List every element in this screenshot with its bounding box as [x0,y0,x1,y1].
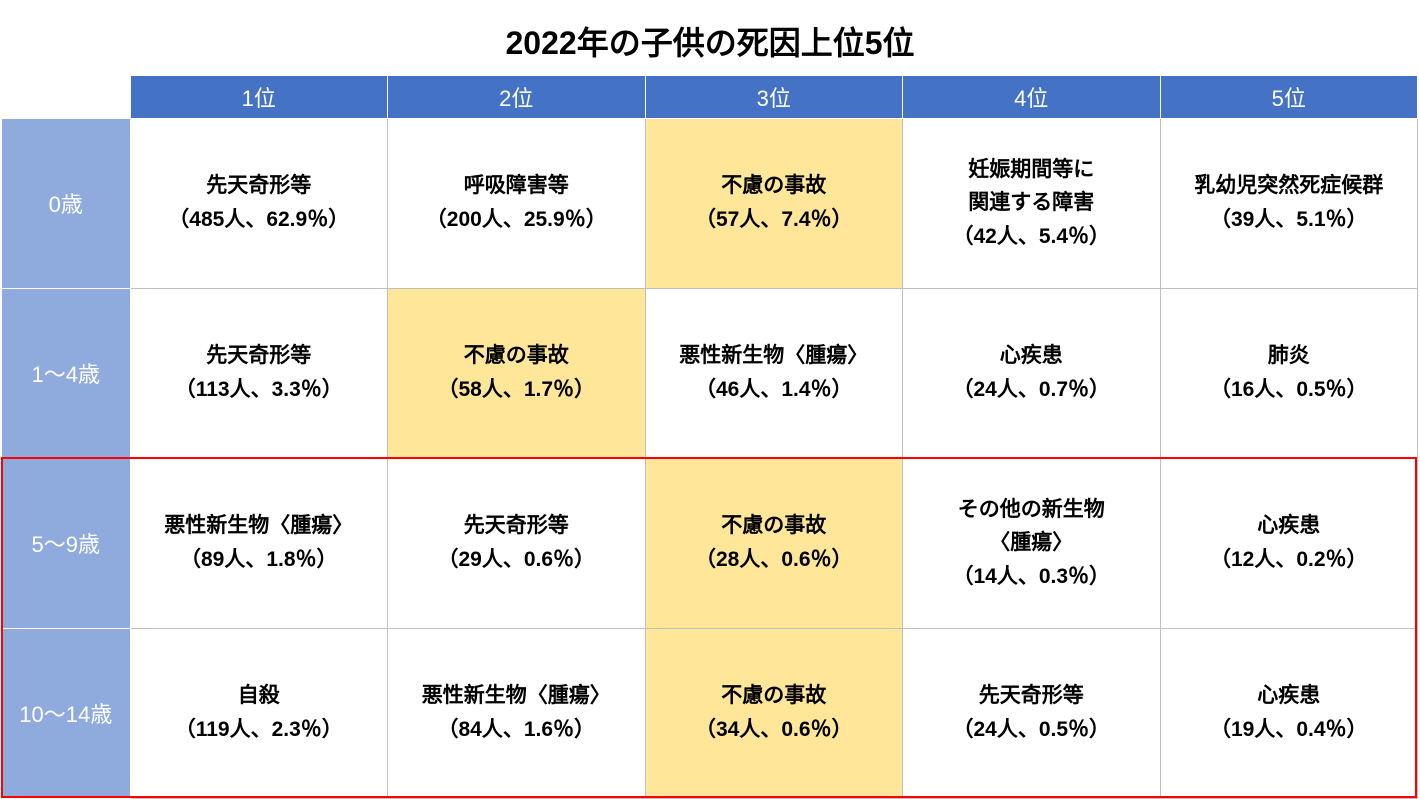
stat-text: （34人、0.6％） [652,713,897,747]
cause-text: 〈腫瘍〉 [909,526,1154,560]
stat-text: （24人、0.7％） [909,373,1154,407]
data-cell: 肺炎（16人、0.5％） [1160,288,1418,458]
table-title: 2022年の子供の死因上位5位 [0,0,1420,76]
stat-text: （39人、5.1％） [1167,203,1412,237]
stat-text: （16人、0.5％） [1167,373,1412,407]
row-header: 0歳 [2,118,130,288]
data-cell: 不慮の事故（28人、0.6％） [645,458,903,628]
stat-text: （113人、3.3％） [137,373,382,407]
stat-text: （12人、0.2％） [1167,543,1412,577]
data-cell: 悪性新生物〈腫瘍〉（46人、1.4％） [645,288,903,458]
cause-text: 不慮の事故 [652,679,897,713]
stat-text: （57人、7.4％） [652,203,897,237]
col-header-4: 4位 [903,76,1161,118]
data-cell: 不慮の事故（57人、7.4％） [645,118,903,288]
cause-text: 乳幼児突然死症候群 [1167,169,1412,203]
stat-text: （14人、0.3％） [909,560,1154,594]
stat-text: （200人、25.9％） [394,203,639,237]
data-cell: 不慮の事故（58人、1.7％） [388,288,646,458]
cause-text: 不慮の事故 [394,339,639,373]
cause-text: 関連する障害 [909,186,1154,220]
table-row: 0歳先天奇形等（485人、62.9％）呼吸障害等（200人、25.9％）不慮の事… [2,118,1418,288]
data-cell: 呼吸障害等（200人、25.9％） [388,118,646,288]
data-cell: 先天奇形等（24人、0.5％） [903,628,1161,798]
data-cell: 自殺（119人、2.3％） [130,628,388,798]
data-cell: 心疾患（24人、0.7％） [903,288,1161,458]
data-cell: 先天奇形等（29人、0.6％） [388,458,646,628]
corner-cell [2,76,130,118]
table-row: 10～14歳自殺（119人、2.3％）悪性新生物〈腫瘍〉（84人、1.6％）不慮… [2,628,1418,798]
stat-text: （24人、0.5％） [909,713,1154,747]
data-cell: 不慮の事故（34人、0.6％） [645,628,903,798]
stat-text: （19人、0.4％） [1167,713,1412,747]
row-header: 10～14歳 [2,628,130,798]
row-header: 5～9歳 [2,458,130,628]
cause-text: 肺炎 [1167,339,1412,373]
data-cell: 先天奇形等（485人、62.9％） [130,118,388,288]
stat-text: （46人、1.4％） [652,373,897,407]
cause-text: 不慮の事故 [652,169,897,203]
cause-text: 先天奇形等 [394,509,639,543]
row-header: 1～4歳 [2,288,130,458]
stat-text: （89人、1.8％） [137,543,382,577]
table-row: 5～9歳悪性新生物〈腫瘍〉（89人、1.8％）先天奇形等（29人、0.6％）不慮… [2,458,1418,628]
col-header-2: 2位 [388,76,646,118]
stat-text: （29人、0.6％） [394,543,639,577]
cause-text: 悪性新生物〈腫瘍〉 [394,679,639,713]
data-cell: 悪性新生物〈腫瘍〉（84人、1.6％） [388,628,646,798]
stat-text: （84人、1.6％） [394,713,639,747]
table-row: 1～4歳先天奇形等（113人、3.3％）不慮の事故（58人、1.7％）悪性新生物… [2,288,1418,458]
cause-text: 妊娠期間等に [909,153,1154,187]
data-cell: 乳幼児突然死症候群（39人、5.1％） [1160,118,1418,288]
col-header-1: 1位 [130,76,388,118]
header-row: 1位 2位 3位 4位 5位 [2,76,1418,118]
cause-text: 呼吸障害等 [394,169,639,203]
cause-text: 不慮の事故 [652,509,897,543]
col-header-5: 5位 [1160,76,1418,118]
cause-text: 先天奇形等 [137,169,382,203]
stat-text: （42人、5.4％） [909,220,1154,254]
data-cell: 先天奇形等（113人、3.3％） [130,288,388,458]
table-container: 1位 2位 3位 4位 5位 0歳先天奇形等（485人、62.9％）呼吸障害等（… [0,76,1420,799]
cause-text: 悪性新生物〈腫瘍〉 [652,339,897,373]
data-cell: その他の新生物〈腫瘍〉（14人、0.3％） [903,458,1161,628]
stat-text: （58人、1.7％） [394,373,639,407]
cause-text: 心疾患 [909,339,1154,373]
stat-text: （119人、2.3％） [137,713,382,747]
causes-table: 1位 2位 3位 4位 5位 0歳先天奇形等（485人、62.9％）呼吸障害等（… [2,76,1418,799]
cause-text: 心疾患 [1167,509,1412,543]
data-cell: 妊娠期間等に関連する障害（42人、5.4％） [903,118,1161,288]
data-cell: 心疾患（19人、0.4％） [1160,628,1418,798]
data-cell: 心疾患（12人、0.2％） [1160,458,1418,628]
cause-text: 悪性新生物〈腫瘍〉 [137,509,382,543]
col-header-3: 3位 [645,76,903,118]
stat-text: （28人、0.6％） [652,543,897,577]
stat-text: （485人、62.9％） [137,203,382,237]
cause-text: 先天奇形等 [909,679,1154,713]
cause-text: 心疾患 [1167,679,1412,713]
data-cell: 悪性新生物〈腫瘍〉（89人、1.8％） [130,458,388,628]
cause-text: その他の新生物 [909,493,1154,527]
cause-text: 自殺 [137,679,382,713]
cause-text: 先天奇形等 [137,339,382,373]
